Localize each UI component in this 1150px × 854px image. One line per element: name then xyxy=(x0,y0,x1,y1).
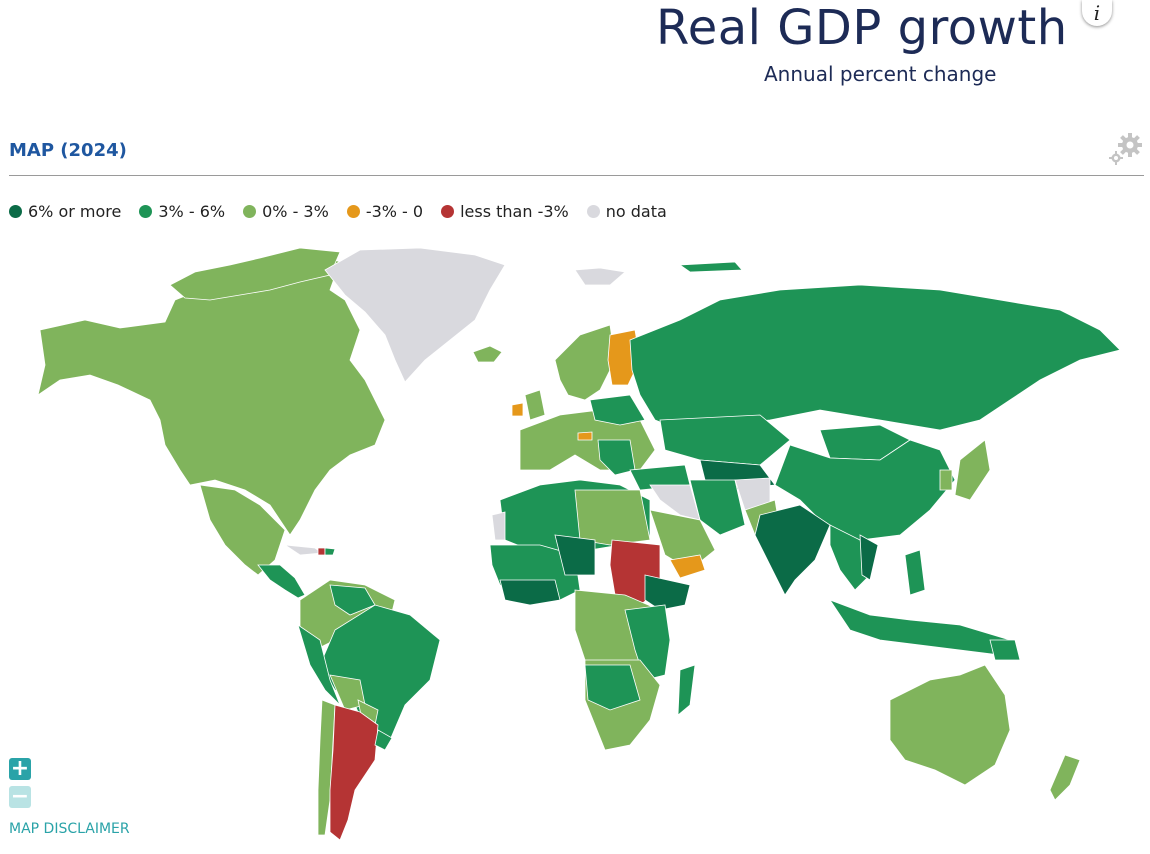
legend-item-3-to-6[interactable]: 3% - 6% xyxy=(139,202,225,221)
map-region-libya-egypt xyxy=(574,489,651,546)
legend-swatch xyxy=(586,205,600,218)
legend-label: less than -3% xyxy=(460,202,569,221)
map-region-australia xyxy=(889,664,1011,786)
map-region-uk xyxy=(524,389,546,421)
zoom-out-button[interactable]: − xyxy=(9,784,31,809)
map-region-antarctic-islands xyxy=(574,267,626,286)
info-button[interactable]: i xyxy=(1082,0,1112,26)
legend-swatch xyxy=(243,205,257,218)
legend-swatch xyxy=(346,205,360,218)
page-title: Real GDP growth xyxy=(656,0,1068,56)
map-region-svalbard xyxy=(678,261,743,273)
map-region-greenland xyxy=(324,247,506,383)
legend-label: -3% - 0 xyxy=(365,202,424,221)
map-region-uruguay xyxy=(374,729,393,751)
map-region-madagascar xyxy=(677,664,696,716)
legend-swatch xyxy=(9,205,22,218)
map-region-venezuela xyxy=(329,584,376,616)
world-map[interactable] xyxy=(0,238,1150,854)
map-disclaimer-link[interactable]: MAP DISCLAIMER xyxy=(9,821,130,837)
legend-item-minus3-to-0[interactable]: -3% - 0 xyxy=(346,202,424,221)
legend-swatch xyxy=(139,205,153,218)
legend-label: 6% or more xyxy=(28,202,122,221)
map-region-poland-baltics xyxy=(589,394,646,426)
map-region-dominican-republic xyxy=(324,547,336,556)
legend: 6% or more 3% - 6% 0% - 3% -3% - 0 less … xyxy=(9,202,685,221)
map-region-austria xyxy=(577,431,593,441)
map-region-cuba xyxy=(284,544,324,556)
map-region-kazakhstan xyxy=(659,414,791,466)
map-region-peru xyxy=(297,624,341,706)
map-region-angola-zambia xyxy=(584,664,641,711)
legend-item-6-or-more[interactable]: 6% or more xyxy=(9,202,121,221)
map-region-ethiopia-horn xyxy=(644,574,691,611)
map-region-western-sahara xyxy=(491,511,506,541)
map-region-vietnam xyxy=(859,534,879,581)
map-region-japan xyxy=(954,439,991,501)
map-region-new-zealand xyxy=(1049,754,1081,801)
map-region-balkans xyxy=(597,439,636,476)
map-region-iceland xyxy=(472,345,503,363)
legend-item-no-data[interactable]: no data xyxy=(586,202,667,221)
map-region-argentina xyxy=(329,704,379,841)
map-region-niger xyxy=(554,534,596,576)
gear-icon[interactable] xyxy=(1106,131,1146,167)
legend-item-less-than-minus3[interactable]: less than -3% xyxy=(441,202,569,221)
legend-item-0-to-3[interactable]: 0% - 3% xyxy=(243,202,329,221)
map-region-russia xyxy=(629,284,1121,431)
map-region-haiti xyxy=(317,547,326,556)
map-region-scandinavia xyxy=(554,324,616,401)
map-region-east-africa xyxy=(624,604,671,681)
zoom-in-button[interactable]: + xyxy=(9,756,31,781)
section-divider xyxy=(9,175,1144,176)
section-title: MAP (2024) xyxy=(9,140,127,161)
map-region-iraq-syria xyxy=(649,484,701,521)
map-region-central-america xyxy=(257,564,306,599)
map-region-philippines xyxy=(904,549,926,596)
map-region-ireland xyxy=(511,402,524,417)
map-region-india xyxy=(754,504,831,596)
map-region-yemen xyxy=(669,554,706,579)
legend-label: 0% - 3% xyxy=(262,202,329,221)
map-region-indonesia xyxy=(828,599,1011,656)
legend-swatch xyxy=(441,205,455,218)
legend-label: no data xyxy=(605,202,667,221)
map-region-china xyxy=(774,439,956,541)
page-subtitle: Annual percent change xyxy=(764,62,997,86)
map-region-korea xyxy=(939,469,953,491)
map-region-papua-new-guinea xyxy=(989,639,1021,661)
legend-label: 3% - 6% xyxy=(158,202,226,221)
map-region-coastal-west-africa xyxy=(499,579,561,606)
